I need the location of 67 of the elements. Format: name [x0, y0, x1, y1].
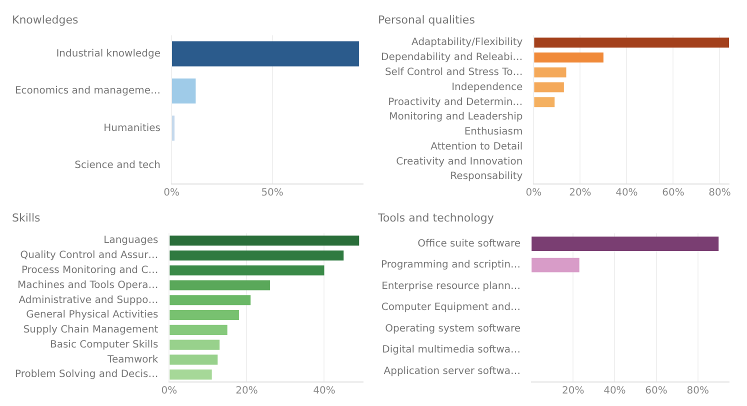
x-tick-label: 40%	[604, 386, 626, 397]
y-tick-label: General Physical Activities	[26, 310, 158, 321]
y-tick-label: Creativity and Innovation	[396, 156, 523, 168]
x-tick-label: 40%	[616, 188, 638, 199]
bar	[170, 310, 239, 320]
y-tick-label: Quality Control and Assur…	[20, 250, 158, 262]
y-tick-label: Teamwork	[106, 354, 158, 366]
bar	[172, 116, 175, 141]
y-tick-label: Dependability and Releabi…	[380, 52, 523, 64]
y-tick-label: Proactivity and Determin…	[388, 96, 523, 108]
x-tick-label: 0%	[526, 188, 542, 199]
y-tick-label: Monitoring and Leadership	[389, 112, 523, 123]
bar	[170, 280, 270, 290]
text: Tools and technology	[377, 211, 494, 224]
x-tick-label: 20%	[236, 386, 258, 397]
y-tick-label: Problem Solving and Decis…	[14, 369, 158, 380]
bar	[170, 340, 220, 350]
y-tick-label: Economics and manageme…	[14, 86, 161, 97]
y-tick-label: Humanities	[104, 122, 161, 134]
y-tick-label: Administrative and Suppo…	[18, 294, 158, 306]
x-tick-label: 20%	[562, 386, 584, 397]
bar	[534, 38, 729, 48]
bar	[170, 236, 360, 246]
bar	[170, 370, 212, 380]
y-tick-label: Basic Computer Skills	[50, 339, 158, 350]
y-tick-label: Operating system software	[385, 323, 521, 334]
bar	[170, 354, 218, 365]
bar	[172, 78, 196, 104]
y-tick-label: Computer Equipment and…	[381, 302, 521, 314]
bar	[170, 324, 228, 335]
x-tick-label: 20%	[569, 188, 592, 199]
x-tick-label: 0%	[164, 188, 180, 199]
bar	[172, 41, 359, 66]
x-tick-label: 60%	[662, 188, 684, 199]
y-tick-label: Industrial knowledge	[56, 48, 161, 60]
y-tick-label: Machines and Tools Opera…	[18, 280, 158, 291]
y-tick-label: Self Control and Stress To…	[384, 66, 523, 78]
y-tick-label: Digital multimedia softwa…	[382, 344, 521, 356]
bar	[170, 250, 344, 261]
y-tick-label: Enthusiasm	[464, 126, 523, 138]
y-tick-label: Languages	[104, 235, 158, 246]
y-tick-label: Application server softwa…	[384, 366, 521, 377]
bar	[534, 82, 564, 92]
bar	[534, 52, 604, 63]
y-tick-label: Science and tech	[74, 160, 161, 171]
x-tick-label: 40%	[313, 386, 336, 397]
x-tick-label: 80%	[708, 188, 731, 199]
y-tick-label: Supply Chain Management	[23, 324, 158, 336]
y-tick-label: Office suite software	[418, 238, 521, 250]
y-tick-label: Attention to Detail	[430, 141, 523, 152]
y-tick-label: Responsability	[450, 171, 523, 182]
y-tick-label: Independence	[452, 82, 523, 93]
x-tick-label: 50%	[261, 188, 284, 199]
y-tick-label: Adaptability/Flexibility	[412, 37, 523, 48]
x-tick-label: 0%	[161, 386, 178, 397]
bar	[170, 295, 251, 306]
x-tick-label: 80%	[686, 386, 709, 397]
bar	[534, 67, 566, 78]
y-tick-label: Enterprise resource plann…	[382, 280, 521, 292]
text: Knowledges	[12, 13, 78, 26]
text: Personal qualities	[378, 13, 476, 26]
x-tick-label: 60%	[645, 386, 668, 397]
bar	[534, 97, 555, 108]
bar	[170, 265, 324, 276]
y-tick-label: Process Monitoring and C…	[21, 264, 158, 276]
y-tick-label: Programming and scriptin…	[380, 260, 521, 271]
text: Skills	[12, 211, 41, 224]
